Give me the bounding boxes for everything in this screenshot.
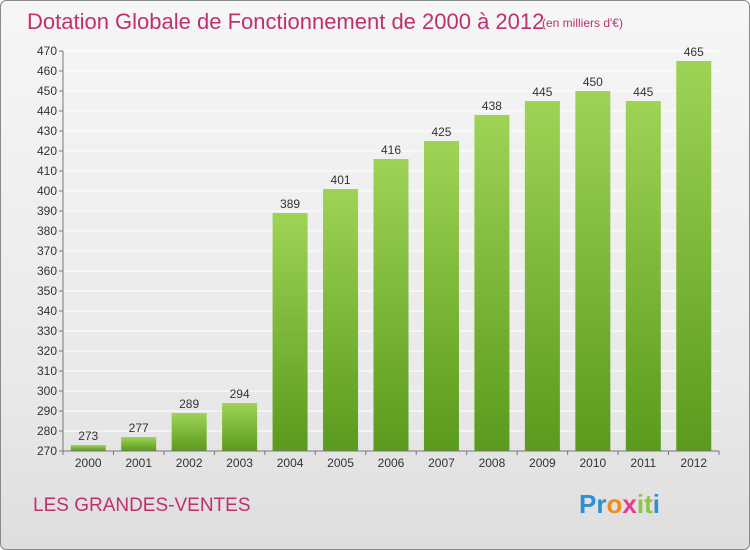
bar-2012: [676, 61, 712, 451]
x-tick-label-2007: 2007: [428, 456, 455, 470]
unit-note: (en milliers d'€): [542, 16, 623, 30]
y-tick-label: 460: [37, 64, 57, 78]
y-tick-label: 310: [37, 364, 57, 378]
bar-2010: [575, 91, 611, 451]
logo-letter: t: [644, 489, 653, 519]
x-axis: 2000 2001 2002 2003 2004 2005 2006 2007 2008 2009…: [62, 450, 720, 470]
x-tick-label-2004: 2004: [277, 456, 304, 470]
value-label-2004: 389: [280, 197, 300, 211]
x-tick-label-2003: 2003: [226, 456, 253, 470]
logo-letter: x: [622, 489, 637, 519]
value-label-2008: 438: [482, 99, 502, 113]
proxiti-logo: Proxiti: [579, 489, 660, 520]
x-tick-label-2010: 2010: [579, 456, 606, 470]
x-tick-label-2000: 2000: [75, 456, 102, 470]
y-tick-label: 420: [37, 144, 57, 158]
logo-letter: i: [652, 489, 660, 519]
x-tick-label-2011: 2011: [630, 456, 656, 470]
bar-2005: [323, 189, 359, 451]
value-labels: 273 277 289 294 389 401 416 425 438 445 450 445 465: [78, 45, 704, 443]
y-tick-label: 320: [37, 344, 57, 358]
y-tick-label: 280: [37, 424, 57, 438]
bar-2002: [171, 413, 207, 451]
x-tick-label-2009: 2009: [529, 456, 556, 470]
value-label-2001: 277: [129, 421, 149, 435]
x-tick-label-2005: 2005: [327, 456, 354, 470]
commune-name: LES GRANDES-VENTES: [33, 495, 251, 516]
x-tick-label-2006: 2006: [378, 456, 405, 470]
value-label-2002: 289: [179, 397, 199, 411]
x-tick-label-2002: 2002: [176, 456, 203, 470]
y-tick-label: 380: [37, 224, 57, 238]
x-tick-label-2008: 2008: [479, 456, 506, 470]
bar-2007: [423, 141, 459, 451]
y-tick-label: 360: [37, 264, 57, 278]
bar-2000: [70, 445, 106, 451]
y-tick-label: 400: [37, 184, 57, 198]
value-label-2007: 425: [431, 125, 451, 139]
bar-2009: [524, 101, 560, 451]
y-axis: 270 280 290 300 310 320 330 340 350 360 370 380 390 4…: [37, 44, 64, 458]
bar-chart: 270 280 290 300 310 320 330 340 350 360 370 380 390 4…: [37, 44, 720, 470]
y-tick-label: 330: [37, 324, 57, 338]
y-tick-label: 470: [37, 44, 57, 58]
value-label-2012: 465: [684, 45, 704, 59]
y-tick-label: 290: [37, 404, 57, 418]
value-label-2010: 450: [583, 75, 603, 89]
bars: [70, 61, 712, 451]
value-label-2000: 273: [78, 429, 98, 443]
value-label-2005: 401: [331, 173, 351, 187]
y-tick-label: 390: [37, 204, 57, 218]
value-label-2006: 416: [381, 143, 401, 157]
bar-2008: [474, 115, 510, 451]
logo-letter: i: [636, 489, 645, 519]
y-tick-label: 450: [37, 84, 57, 98]
logo-letter: o: [606, 489, 623, 519]
logo-letter: P: [579, 489, 597, 519]
logo-letter: r: [596, 489, 607, 519]
bar-2004: [272, 213, 308, 451]
bar-2003: [222, 403, 258, 451]
chart-title: Dotation Globale de Fonctionnement de 20…: [27, 9, 545, 34]
y-tick-label: 410: [37, 164, 57, 178]
bar-2001: [121, 437, 157, 451]
bar-2006: [373, 159, 409, 451]
y-tick-label: 300: [37, 384, 57, 398]
x-tick-label-2001: 2001: [125, 456, 152, 470]
y-tick-label: 440: [37, 104, 57, 118]
y-tick-label: 430: [37, 124, 57, 138]
value-label-2011: 445: [633, 85, 653, 99]
y-tick-label: 340: [37, 304, 57, 318]
value-label-2009: 445: [532, 85, 552, 99]
bar-2011: [625, 101, 661, 451]
y-tick-label: 270: [37, 444, 57, 458]
y-tick-label: 370: [37, 244, 57, 258]
value-label-2003: 294: [230, 387, 250, 401]
y-tick-label: 350: [37, 284, 57, 298]
x-tick-label-2012: 2012: [680, 456, 707, 470]
